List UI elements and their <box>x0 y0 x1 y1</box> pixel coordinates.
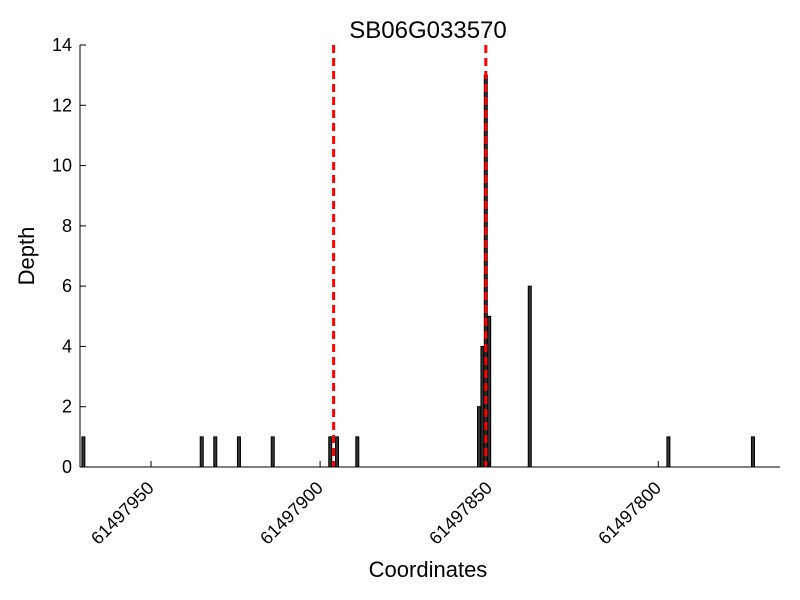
axes-layer: 0 2 4 6 8 10 12 14 61497950 61497900 61497850 61497… <box>52 35 780 548</box>
x-tick-label: 61497800 <box>594 478 665 549</box>
x-tick-label: 61497900 <box>256 478 327 549</box>
depth-bar <box>480 345 485 468</box>
depth-bar <box>328 436 333 468</box>
x-tick-label: 61497850 <box>425 478 496 549</box>
depth-bar <box>270 436 275 468</box>
y-tick-label: 12 <box>52 95 72 115</box>
depth-bar <box>527 285 532 468</box>
y-tick-label: 14 <box>52 35 72 55</box>
depth-bar <box>750 436 755 468</box>
depth-bar <box>81 436 86 468</box>
depth-bar <box>335 436 339 468</box>
markers-layer <box>332 45 488 467</box>
depth-bar <box>477 406 482 468</box>
depth-bar <box>487 315 492 468</box>
chart-title: SB06G033570 <box>349 17 506 44</box>
y-tick-label: 0 <box>62 457 72 477</box>
y-tick-label: 8 <box>62 216 72 236</box>
depth-bar <box>666 436 671 468</box>
bars-layer <box>81 74 755 468</box>
depth-bar <box>236 436 241 468</box>
depth-bar <box>355 436 360 468</box>
depth-bar <box>199 436 204 468</box>
y-tick-label: 6 <box>62 276 72 296</box>
y-axis-label: Depth <box>14 227 39 286</box>
y-tick-label: 10 <box>52 156 72 176</box>
y-tick-label: 4 <box>62 336 72 356</box>
depth-bar <box>213 436 218 468</box>
y-tick-label: 2 <box>62 397 72 417</box>
x-tick-label: 61497950 <box>87 478 158 549</box>
x-axis-label: Coordinates <box>369 557 488 582</box>
